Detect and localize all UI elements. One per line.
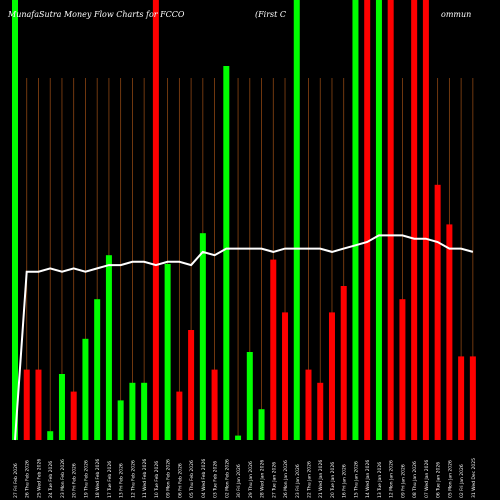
x-tick-label: 21 Wed Jan 2026 xyxy=(318,460,324,498)
bar-25 xyxy=(293,0,300,440)
x-tick-label: 10 Tue Feb 2026 xyxy=(154,461,160,498)
x-tick-label: 06 Tue Jan 2026 xyxy=(436,462,442,498)
bar-6 xyxy=(70,391,77,440)
x-tick-label: 07 Wed Jan 2026 xyxy=(424,460,430,498)
x-tick-label: 26 Mon Jan 2026 xyxy=(283,460,289,498)
x-tick-label: 28 Wed Jan 2026 xyxy=(260,460,266,498)
x-tick-labels: 27 Fri Feb 2026 26 Thu Feb 2026 25 Wed Feb… xyxy=(13,458,477,498)
bar-40 xyxy=(469,356,476,440)
bar-30 xyxy=(352,0,359,440)
x-tick-label: 22 Thu Jan 2026 xyxy=(307,461,313,498)
bar-32 xyxy=(375,0,382,440)
bar-29 xyxy=(340,286,347,440)
x-tick-label: 24 Tue Feb 2026 xyxy=(48,461,54,498)
x-tick-label: 15 Thu Jan 2026 xyxy=(353,461,359,498)
x-tick-label: 03 Tue Feb 2026 xyxy=(213,461,219,498)
bar-26 xyxy=(305,369,312,440)
money-flow-line xyxy=(14,234,474,441)
x-tick-label: 27 Fri Feb 2026 xyxy=(13,463,19,498)
bar-27 xyxy=(317,382,324,440)
bar-23 xyxy=(270,259,277,440)
bar-38 xyxy=(446,224,453,440)
x-tick-label: 02 Fri Jan 2026 xyxy=(459,464,465,498)
x-tick-label: 05 Mon Jan 2026 xyxy=(447,460,453,498)
bar-9 xyxy=(105,255,112,440)
bar-20 xyxy=(235,435,242,440)
bar-14 xyxy=(164,264,171,440)
x-tick-label: 13 Fri Feb 2026 xyxy=(119,463,125,498)
bar-34 xyxy=(399,299,406,440)
x-tick-label: 12 Thu Feb 2026 xyxy=(130,460,136,498)
x-tick-label: 27 Tue Jan 2026 xyxy=(271,462,277,498)
bar-22 xyxy=(258,409,265,440)
bar-1 xyxy=(12,0,18,440)
bar-10 xyxy=(117,400,124,440)
x-tick-label: 09 Mon Feb 2026 xyxy=(166,459,172,498)
x-tick-label: 20 Tue Jan 2026 xyxy=(330,462,336,498)
x-tick-label: 23 Mon Feb 2026 xyxy=(60,459,66,498)
bar-2 xyxy=(23,369,30,440)
x-tick-label: 14 Wed Jan 2026 xyxy=(365,460,371,498)
x-tick-label: 11 Wed Feb 2026 xyxy=(142,459,148,498)
chart-subtitle: (First C xyxy=(255,10,287,19)
x-tick-label: 04 Wed Feb 2026 xyxy=(201,459,207,498)
x-tick-label: 17 Tue Feb 2026 xyxy=(107,461,113,498)
bar-12 xyxy=(141,382,148,440)
bar-39 xyxy=(458,356,465,440)
bar-5 xyxy=(58,374,65,440)
chart-subtitle-continued: ommun xyxy=(441,10,472,19)
x-tick-label: 12 Mon Jan 2026 xyxy=(389,460,395,498)
x-tick-label: 02 Mon Feb 2026 xyxy=(224,459,230,498)
bar-19 xyxy=(223,66,230,440)
x-tick-label: 29 Thu Jan 2026 xyxy=(248,461,254,498)
bar-36 xyxy=(422,0,429,440)
x-tick-label: 25 Wed Feb 2026 xyxy=(36,459,42,498)
x-tick-label: 30 Fri Jan 2026 xyxy=(236,464,242,498)
x-tick-label: 19 Thu Feb 2026 xyxy=(83,460,89,498)
bars xyxy=(12,0,476,440)
x-tick-label: 09 Fri Jan 2026 xyxy=(400,464,406,498)
x-tick-label: 26 Thu Feb 2026 xyxy=(25,460,31,498)
x-tick-label: 06 Fri Feb 2026 xyxy=(177,463,183,498)
bar-8 xyxy=(94,299,101,440)
bar-13 xyxy=(152,0,159,440)
x-tick-label: 16 Fri Jan 2026 xyxy=(342,464,348,498)
bar-28 xyxy=(328,312,335,440)
chart-title: MunafaSutra Money Flow Charts for FCCO xyxy=(8,10,185,19)
x-tick-label: 08 Thu Jan 2026 xyxy=(412,461,418,498)
x-tick-label: 31 Wed Dec 2025 xyxy=(471,458,477,498)
bar-18 xyxy=(211,369,218,440)
x-tick-label: 20 Fri Feb 2026 xyxy=(72,463,78,498)
bar-21 xyxy=(246,352,253,440)
bar-17 xyxy=(199,233,206,440)
bar-7 xyxy=(82,338,89,440)
x-tick-label: 23 Fri Jan 2026 xyxy=(295,464,301,498)
bar-33 xyxy=(387,0,394,440)
bar-11 xyxy=(129,382,136,440)
x-tick-label: 05 Thu Feb 2026 xyxy=(189,460,195,498)
bar-31 xyxy=(364,0,371,440)
bar-37 xyxy=(434,184,441,440)
bar-3 xyxy=(35,369,42,440)
bar-35 xyxy=(411,0,418,440)
x-tick-label: 13 Tue Jan 2026 xyxy=(377,462,383,498)
bar-24 xyxy=(282,312,289,440)
bar-4 xyxy=(47,431,54,440)
bar-16 xyxy=(188,330,195,440)
x-tick-label: 18 Wed Feb 2026 xyxy=(95,459,101,498)
bar-15 xyxy=(176,391,183,440)
